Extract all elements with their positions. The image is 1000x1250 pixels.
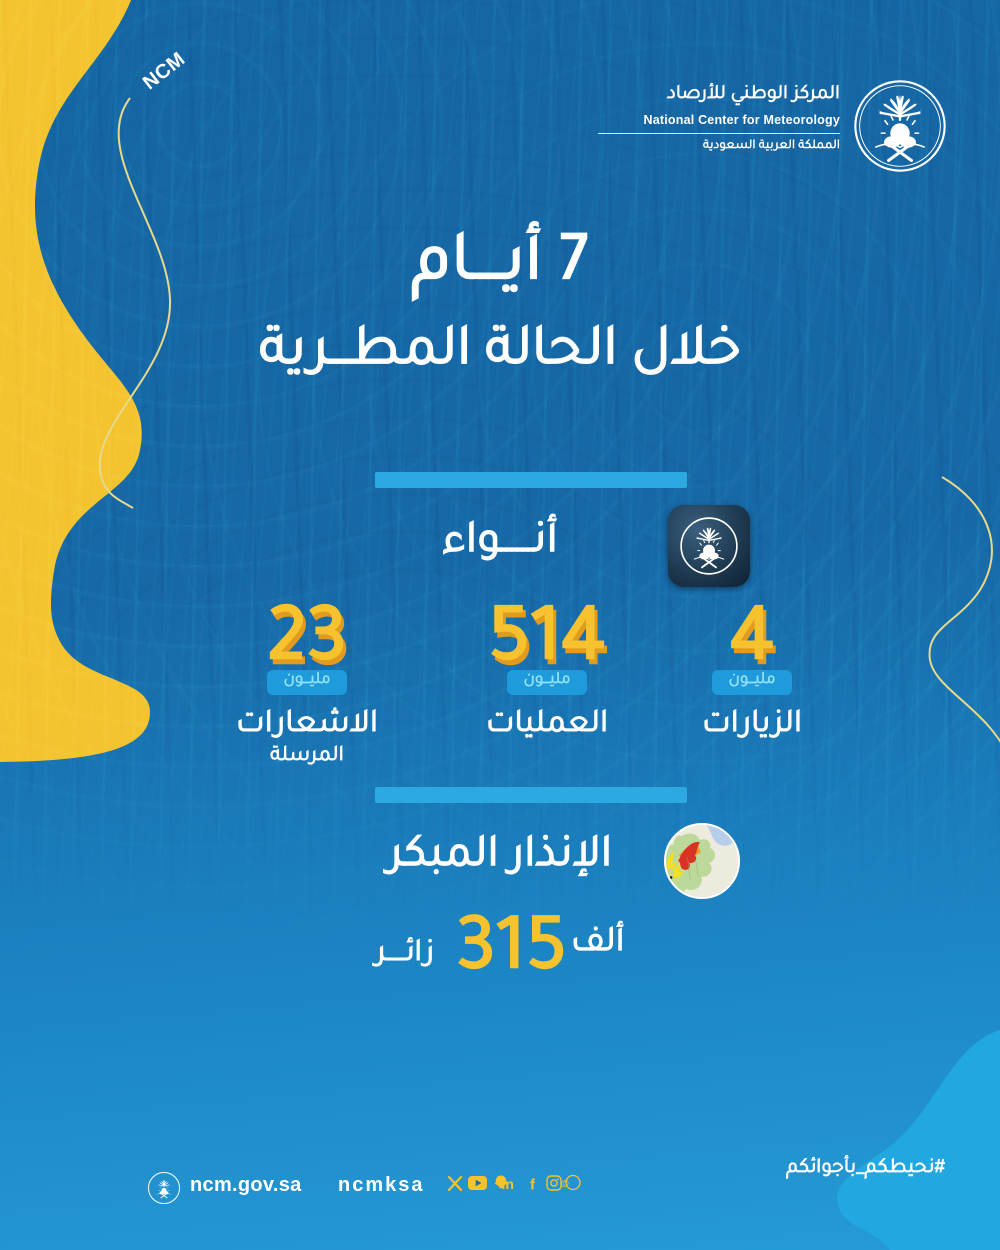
svg-text:f: f (530, 1177, 536, 1194)
svg-text:@: @ (561, 1178, 569, 1188)
svg-text:in: in (502, 1176, 514, 1192)
